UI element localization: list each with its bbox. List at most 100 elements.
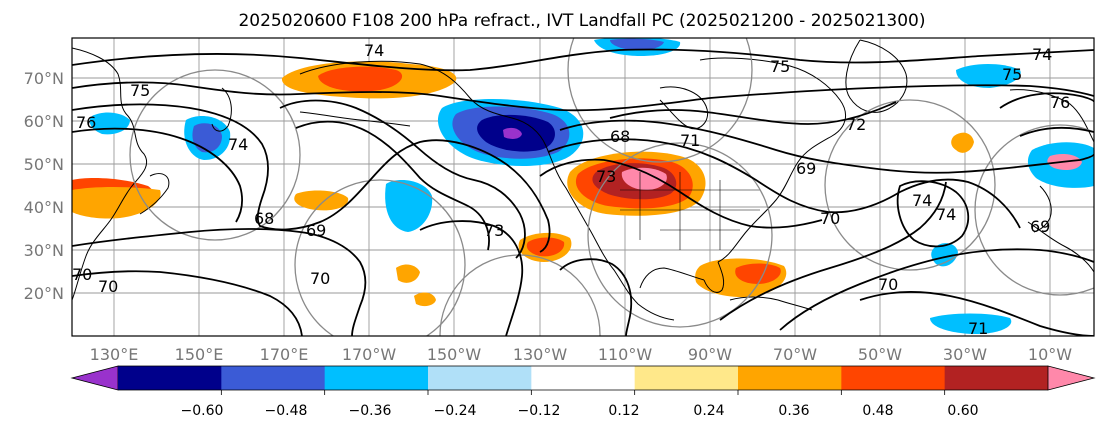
- colorbar-border: [118, 365, 1048, 391]
- lon-label: 150°E: [175, 345, 224, 364]
- shade-alaska-red: [318, 66, 403, 92]
- colorbar-tick-label: 0.12: [608, 403, 639, 419]
- colorbar-tick-label: 0.60: [947, 403, 978, 419]
- contour-label: 70: [878, 275, 898, 294]
- contour-label: 74: [912, 191, 932, 210]
- coast-alaska: [299, 60, 675, 321]
- shade-us-pink: [621, 167, 667, 190]
- contour-3: [72, 103, 551, 253]
- colorbar-segment: [738, 366, 842, 390]
- contour-6: [295, 120, 490, 251]
- circle-east-atlantic: [974, 124, 1094, 296]
- contour-label: 75: [1002, 65, 1022, 84]
- shade-japan-orange2: [72, 187, 161, 219]
- contour-label: 72: [846, 115, 866, 134]
- contour-8: [547, 138, 1021, 229]
- contour-label: 74: [936, 205, 956, 224]
- circle-arctic: [567, 38, 753, 163]
- shade-mid-orange: [396, 264, 420, 283]
- coast-asia: [72, 47, 148, 301]
- coast-caribbean: [729, 296, 813, 311]
- circle-atlantic: [824, 99, 996, 271]
- contour-20: [559, 258, 633, 336]
- shade-npole-orange: [414, 292, 436, 307]
- contour-label: 68: [254, 209, 274, 228]
- colorbar-segment: [221, 366, 326, 390]
- colorbar-extend-high: [1047, 365, 1096, 391]
- contour-9: [539, 158, 823, 229]
- contour-12: [419, 220, 524, 336]
- circle-asia: [129, 69, 301, 241]
- shade-gulf-purple: [503, 127, 522, 139]
- contour-label: 69: [1030, 217, 1050, 236]
- contour-label: 70: [820, 209, 840, 228]
- contour-label: 70: [72, 265, 92, 284]
- shade-arctic-navy: [610, 38, 664, 51]
- coast-florida: [703, 261, 725, 293]
- lat-label: 40°N: [24, 198, 64, 217]
- contour-16: [999, 92, 1094, 109]
- coast-states: [620, 172, 760, 250]
- lon-label: 170°E: [260, 345, 309, 364]
- colorbar-segment: [634, 366, 739, 390]
- contour-label: 74: [1032, 45, 1052, 64]
- contour-label: 73: [596, 167, 616, 186]
- latitude-labels: 70°N 60°N 50°N 40°N 30°N 20°N: [24, 69, 64, 303]
- contour-label: 71: [968, 319, 988, 338]
- coast-aleutians: [299, 111, 411, 127]
- figure-title: 2025020600 F108 200 hPa refract., IVT La…: [238, 11, 925, 31]
- contour-label: 76: [1050, 93, 1070, 112]
- contour-label: 73: [484, 221, 504, 240]
- refractivity-contours: [72, 48, 1094, 336]
- contour-5: [279, 99, 526, 259]
- contour-label: 74: [228, 135, 248, 154]
- shade-eastatl-orange: [951, 132, 974, 153]
- colorbar-tick-label: −0.24: [434, 403, 477, 419]
- lon-label: 70°W: [773, 345, 817, 364]
- shade-asia-medblue: [192, 123, 222, 153]
- coast-hudson: [659, 86, 708, 130]
- lon-label: 10°W: [1028, 345, 1072, 364]
- colorbar-segment: [428, 366, 532, 390]
- contour-label: 69: [796, 159, 816, 178]
- lon-label: 130°E: [90, 345, 139, 364]
- colorbar-extend-low: [70, 365, 119, 391]
- lon-label: 90°W: [688, 345, 732, 364]
- longitude-labels: 130°E 150°E 170°E 170°W 150°W 130°W 110°…: [90, 345, 1073, 364]
- lon-label: 30°W: [943, 345, 987, 364]
- contour-label: 70: [98, 277, 118, 296]
- colorbar-tick-label: 0.36: [778, 403, 809, 419]
- lon-label: 170°W: [342, 345, 397, 364]
- lat-label: 50°N: [24, 155, 64, 174]
- lat-label: 20°N: [24, 284, 64, 303]
- coast-canada-east: [699, 57, 847, 263]
- coast-africa: [1027, 221, 1094, 273]
- coast-iberia: [1033, 185, 1052, 233]
- shade-caribbean-red: [735, 263, 781, 284]
- colorbar-tick-label: 0.48: [862, 403, 893, 419]
- contour-label: 74: [364, 41, 384, 60]
- contour-label: 75: [770, 57, 790, 76]
- colorbar-segment: [944, 366, 1049, 390]
- map-panel: 74 75 76 75 74 76 72 71 73 68 69 70 68 6…: [71, 37, 1095, 338]
- colorbar-segments: [70, 365, 1096, 395]
- contour-4: [72, 127, 243, 223]
- colorbar-tick-labels: −0.60 −0.48 −0.36 −0.24 −0.12 0.12 0.24 …: [181, 403, 979, 419]
- shade-nerus-cyan: [956, 64, 1021, 88]
- lon-label: 130°W: [513, 345, 568, 364]
- contour-18: [609, 101, 897, 125]
- lat-label: 30°N: [24, 241, 64, 260]
- contour-label: 70: [310, 269, 330, 288]
- colorbar-tick-label: −0.48: [265, 403, 308, 419]
- colorbar-tick-label: −0.60: [181, 403, 224, 419]
- contour-label: 71: [680, 131, 700, 150]
- contour-label: 76: [76, 113, 96, 132]
- contour-label: 69: [306, 221, 326, 240]
- contour-1: [72, 48, 1094, 72]
- colorbar-tick-label: −0.36: [349, 403, 392, 419]
- contour-10: [72, 228, 367, 336]
- contour-19: [859, 291, 1094, 336]
- map-border: [71, 37, 1095, 337]
- contour-2: [72, 81, 1094, 112]
- shade-sea-cyan: [930, 313, 1012, 334]
